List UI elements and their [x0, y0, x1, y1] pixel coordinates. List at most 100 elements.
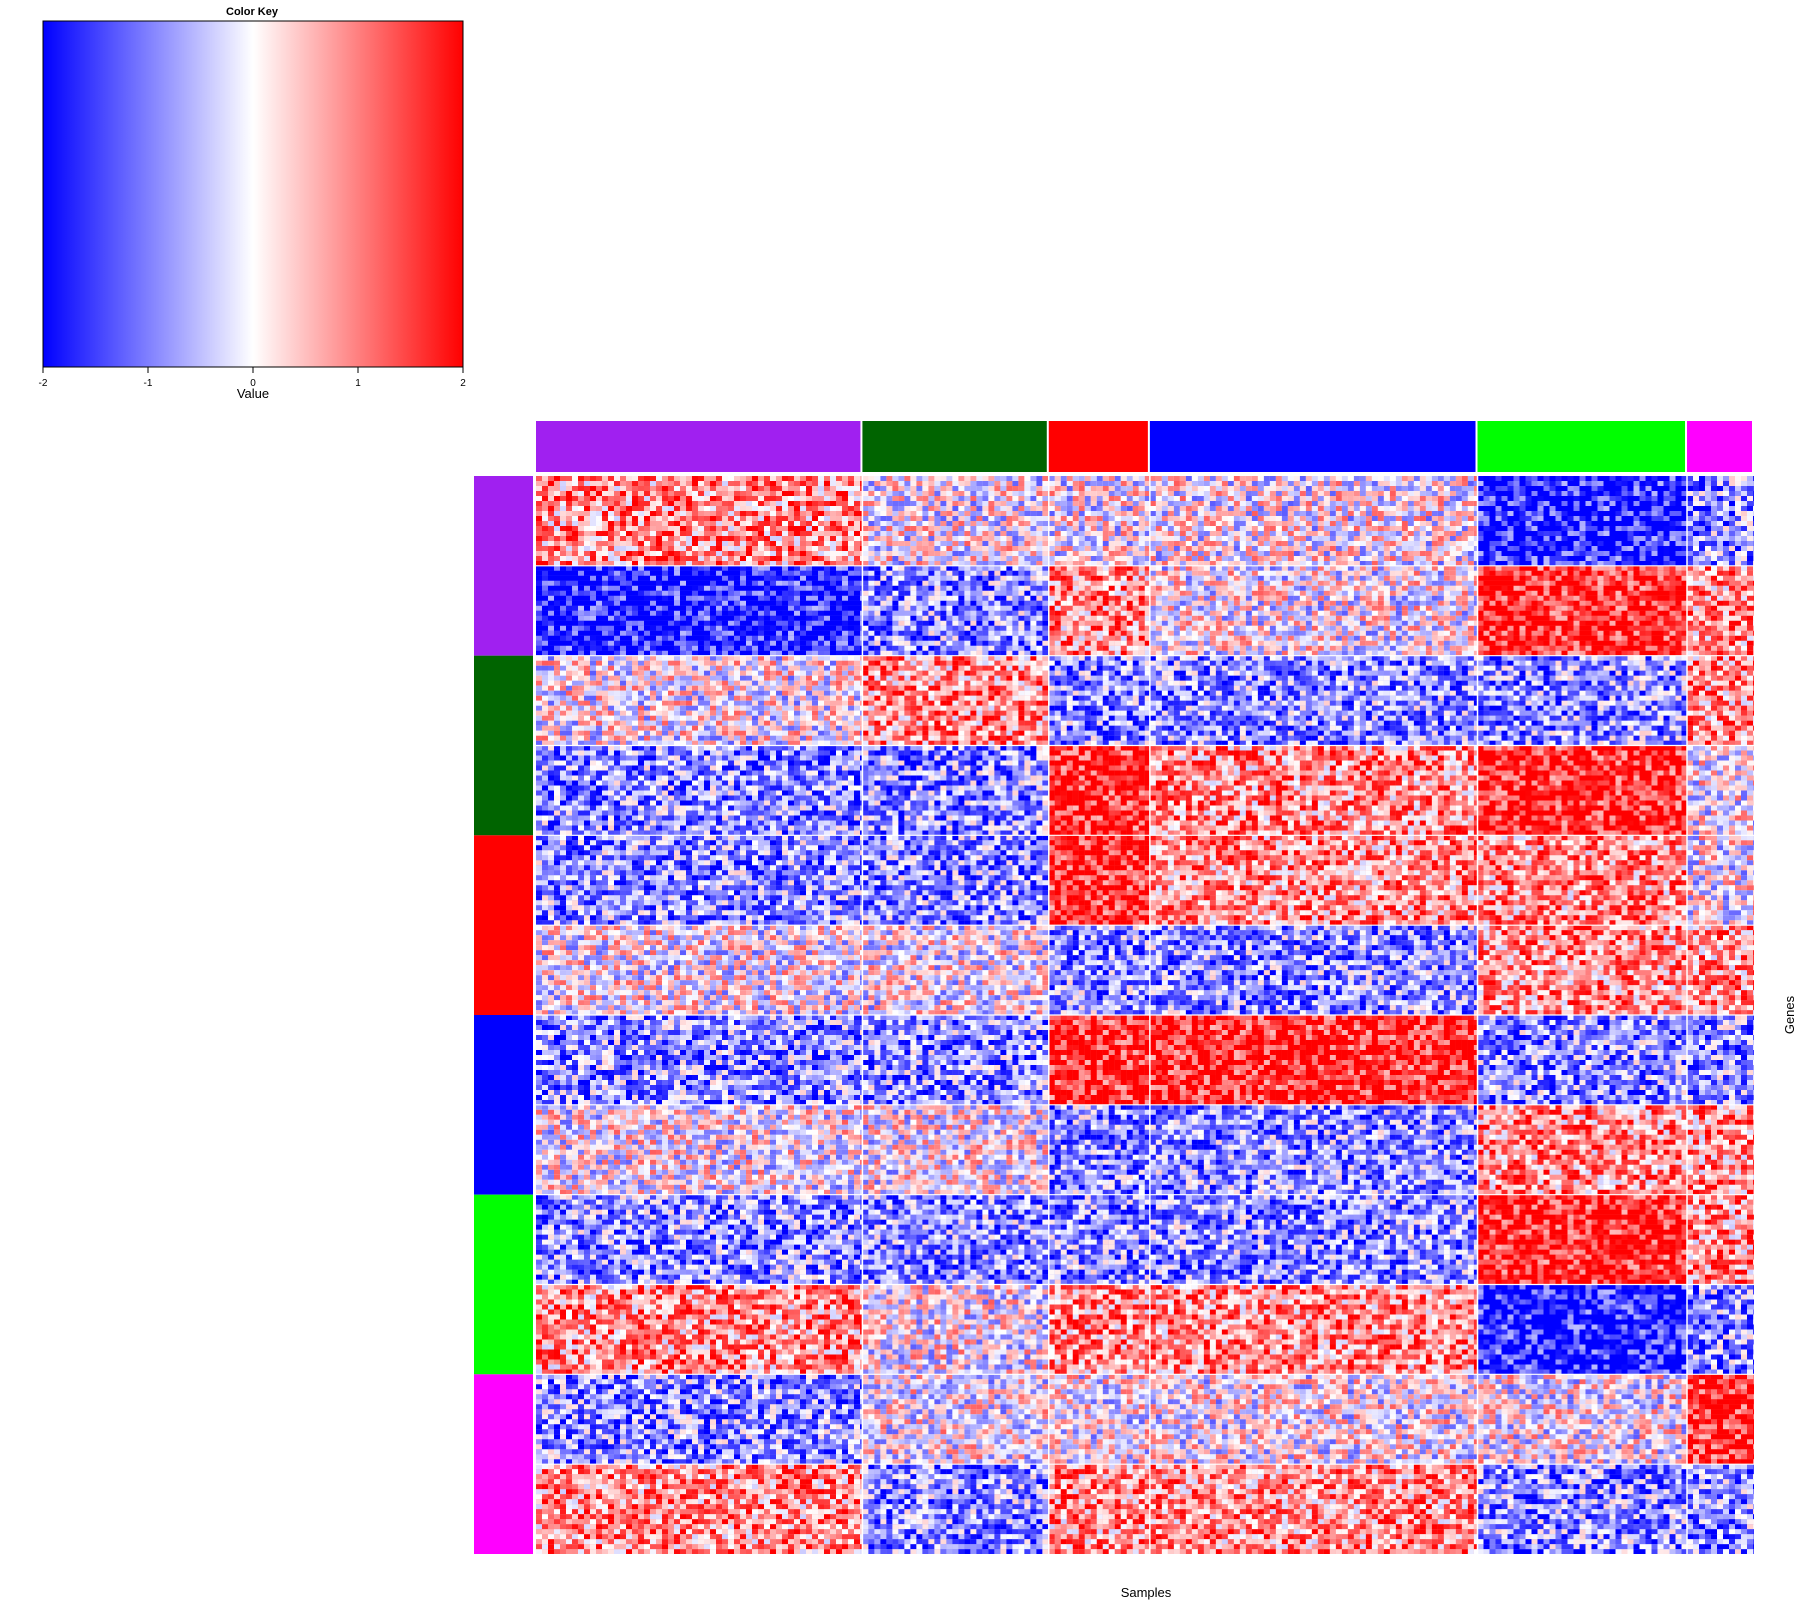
heatmap-cell: [1149, 516, 1156, 521]
heatmap-cell: [746, 526, 752, 531]
heatmap-cell: [952, 595, 959, 601]
heatmap-cell: [728, 565, 734, 571]
heatmap-cell: [650, 565, 656, 571]
heatmap-cell: [1389, 506, 1396, 511]
heatmap-cell: [674, 635, 680, 641]
heatmap-cell: [1078, 481, 1085, 486]
heatmap-cell: [1627, 561, 1634, 566]
heatmap-cell: [1395, 526, 1402, 531]
heatmap-cell: [970, 526, 977, 531]
heatmap-cell: [728, 630, 734, 636]
heatmap-cell: [842, 536, 848, 541]
heatmap-cell: [880, 531, 887, 536]
heatmap-cell: [602, 476, 608, 481]
heatmap-cell: [964, 496, 971, 501]
heatmap-cell: [1555, 536, 1562, 541]
heatmap-cell: [692, 476, 698, 481]
heatmap-cell: [548, 481, 554, 486]
heatmap-cell: [880, 541, 887, 546]
heatmap-cell: [620, 640, 626, 646]
heatmap-cell: [1419, 476, 1426, 481]
heatmap-cell: [842, 575, 848, 581]
heatmap-cell: [632, 595, 638, 601]
heatmap-cell: [976, 511, 983, 516]
heatmap-cell: [994, 481, 1001, 486]
heatmap-cell: [710, 491, 716, 496]
heatmap-cell: [1401, 536, 1408, 541]
heatmap-cell: [596, 531, 602, 536]
heatmap-cell: [1567, 541, 1574, 546]
heatmap-cell: [620, 610, 626, 616]
heatmap-cell: [1663, 501, 1670, 506]
heatmap-cell: [1126, 541, 1133, 546]
heatmap-cell: [548, 565, 554, 571]
heatmap-cell: [1054, 481, 1061, 486]
heatmap-cell: [1161, 561, 1168, 566]
heatmap-cell: [554, 600, 560, 606]
heatmap-cell: [922, 501, 929, 506]
heatmap-cell: [734, 605, 740, 611]
heatmap-cell: [1227, 491, 1234, 496]
heatmap-cell: [964, 541, 971, 546]
heatmap-cell: [764, 570, 770, 576]
heatmap-cell: [1579, 526, 1586, 531]
heatmap-cell: [1114, 551, 1121, 556]
heatmap-cell: [1729, 546, 1735, 551]
heatmap-cell: [1132, 501, 1139, 506]
heatmap-cell: [752, 610, 758, 616]
heatmap-cell: [1167, 541, 1174, 546]
heatmap-cell: [848, 561, 854, 566]
heatmap-cell: [1138, 561, 1145, 566]
heatmap-cell: [1066, 531, 1073, 536]
heatmap-cell: [1531, 476, 1538, 481]
heatmap-cell: [1138, 481, 1145, 486]
heatmap-cell: [608, 491, 614, 496]
heatmap-cell: [860, 511, 863, 516]
heatmap-cell: [536, 526, 542, 531]
heatmap-cell: [644, 511, 650, 516]
heatmap-cell: [1555, 486, 1562, 491]
heatmap-cell: [1173, 541, 1180, 546]
heatmap-cell: [854, 565, 860, 571]
heatmap-cell: [596, 585, 602, 591]
heatmap-cell: [1287, 521, 1294, 526]
heatmap-cell: [1239, 476, 1246, 481]
heatmap-cell: [776, 521, 782, 526]
heatmap-cell: [1000, 486, 1007, 491]
heatmap-cell: [1419, 516, 1426, 521]
heatmap-cell: [1281, 476, 1288, 481]
heatmap-cell: [1741, 541, 1747, 546]
heatmap-cell: [1383, 551, 1390, 556]
heatmap-cell: [662, 620, 668, 626]
heatmap-cell: [854, 531, 860, 536]
heatmap-cell: [764, 640, 770, 646]
heatmap-cell: [964, 551, 971, 556]
heatmap-cell: [1449, 476, 1456, 481]
heatmap-cell: [842, 521, 848, 526]
heatmap-cell: [1167, 531, 1174, 536]
heatmap-cell: [1431, 486, 1438, 491]
heatmap-cell: [734, 645, 740, 651]
heatmap-cell: [964, 556, 971, 561]
heatmap-cell: [910, 516, 917, 521]
heatmap-cell: [970, 531, 977, 536]
heatmap-cell: [746, 511, 752, 516]
heatmap-cell: [970, 476, 977, 481]
heatmap-cell: [952, 565, 959, 571]
heatmap-cell: [542, 580, 548, 586]
heatmap-cell: [578, 615, 584, 621]
heatmap-cell: [1425, 546, 1432, 551]
heatmap-cell: [1705, 561, 1711, 566]
heatmap-cell: [788, 531, 794, 536]
heatmap-cell: [1245, 501, 1252, 506]
heatmap-cell: [1585, 481, 1592, 486]
heatmap-cell: [1054, 541, 1061, 546]
heatmap-cell: [710, 645, 716, 651]
heatmap-cell: [874, 526, 881, 531]
heatmap-cell: [1227, 561, 1234, 566]
heatmap-cell: [976, 585, 983, 591]
heatmap-cell: [656, 590, 662, 596]
heatmap-cell: [1257, 541, 1264, 546]
heatmap-cell: [566, 531, 572, 536]
heatmap-cell: [928, 536, 935, 541]
